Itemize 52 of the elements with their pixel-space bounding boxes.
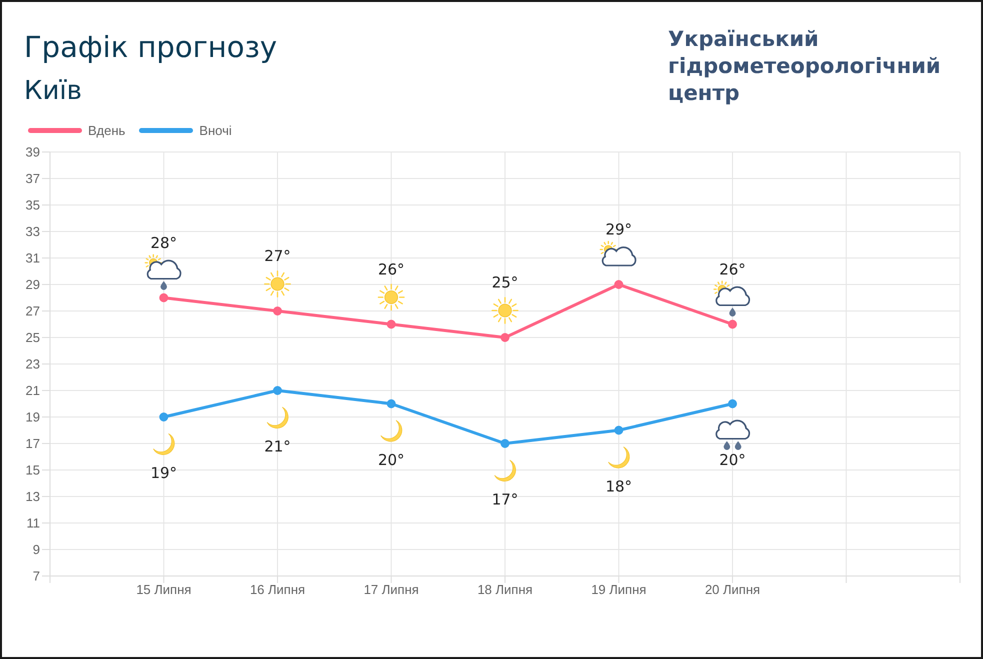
y-tick-label: 11 [26, 516, 40, 531]
x-tick-label: 17 Липня [364, 582, 419, 598]
y-tick-label: 35 [26, 198, 40, 213]
y-tick-label: 31 [26, 250, 40, 266]
point [273, 306, 282, 316]
point [614, 280, 624, 289]
y-tick-label: 21 [26, 383, 40, 398]
legend-label: Вдень [88, 123, 126, 138]
point [728, 320, 737, 329]
y-tick-label: 37 [26, 171, 40, 186]
data-label: 27° [264, 247, 291, 265]
point [728, 399, 737, 408]
point [386, 399, 396, 408]
data-label: 17° [492, 490, 518, 508]
data-label: 29° [605, 220, 632, 238]
data-label: 25° [492, 274, 518, 292]
y-tick-label: 23 [26, 356, 40, 372]
text: Український гідрометеорологічний центр [668, 26, 942, 107]
data-label: 26° [378, 260, 405, 278]
chart-subtitle: Київ [24, 76, 82, 106]
data-label: 19° [150, 464, 178, 482]
x-tick-label: 19 Липня [591, 582, 646, 598]
y-tick-label: 25 [26, 330, 40, 346]
point [386, 320, 396, 329]
data-label: 21° [264, 438, 291, 456]
point [159, 293, 168, 302]
y-tick-label: 15 [26, 462, 40, 478]
x-tick-label: 18 Липня [477, 582, 533, 598]
data-label: 20° [719, 450, 746, 469]
x-tick-label: 20 Липня [704, 582, 760, 598]
point [273, 386, 282, 395]
y-tick-label: 7 [32, 568, 40, 584]
point [500, 333, 510, 342]
data-label: 28° [150, 234, 178, 252]
y-tick-label: 9 [32, 542, 40, 558]
y-tick-label: 17 [26, 436, 40, 452]
data-label: 26° [719, 260, 746, 278]
y-tick-label: 27 [26, 304, 40, 319]
y-tick-label: 39 [26, 144, 40, 160]
y-tick-label: 13 [26, 489, 40, 504]
y-tick-label: 33 [26, 224, 40, 240]
point [500, 439, 510, 448]
point [159, 412, 168, 422]
y-tick-label: 29 [26, 277, 40, 292]
legend-label: Вночі [199, 123, 232, 138]
x-tick-label: 15 Липня [136, 582, 192, 598]
y-tick-label: 19 [26, 410, 40, 425]
x-tick-label: 16 Липня [250, 582, 306, 598]
data-label: 20° [378, 450, 405, 469]
point [614, 426, 624, 435]
chart-title: Графік прогнозу [24, 30, 278, 64]
data-label: 18° [605, 477, 632, 496]
